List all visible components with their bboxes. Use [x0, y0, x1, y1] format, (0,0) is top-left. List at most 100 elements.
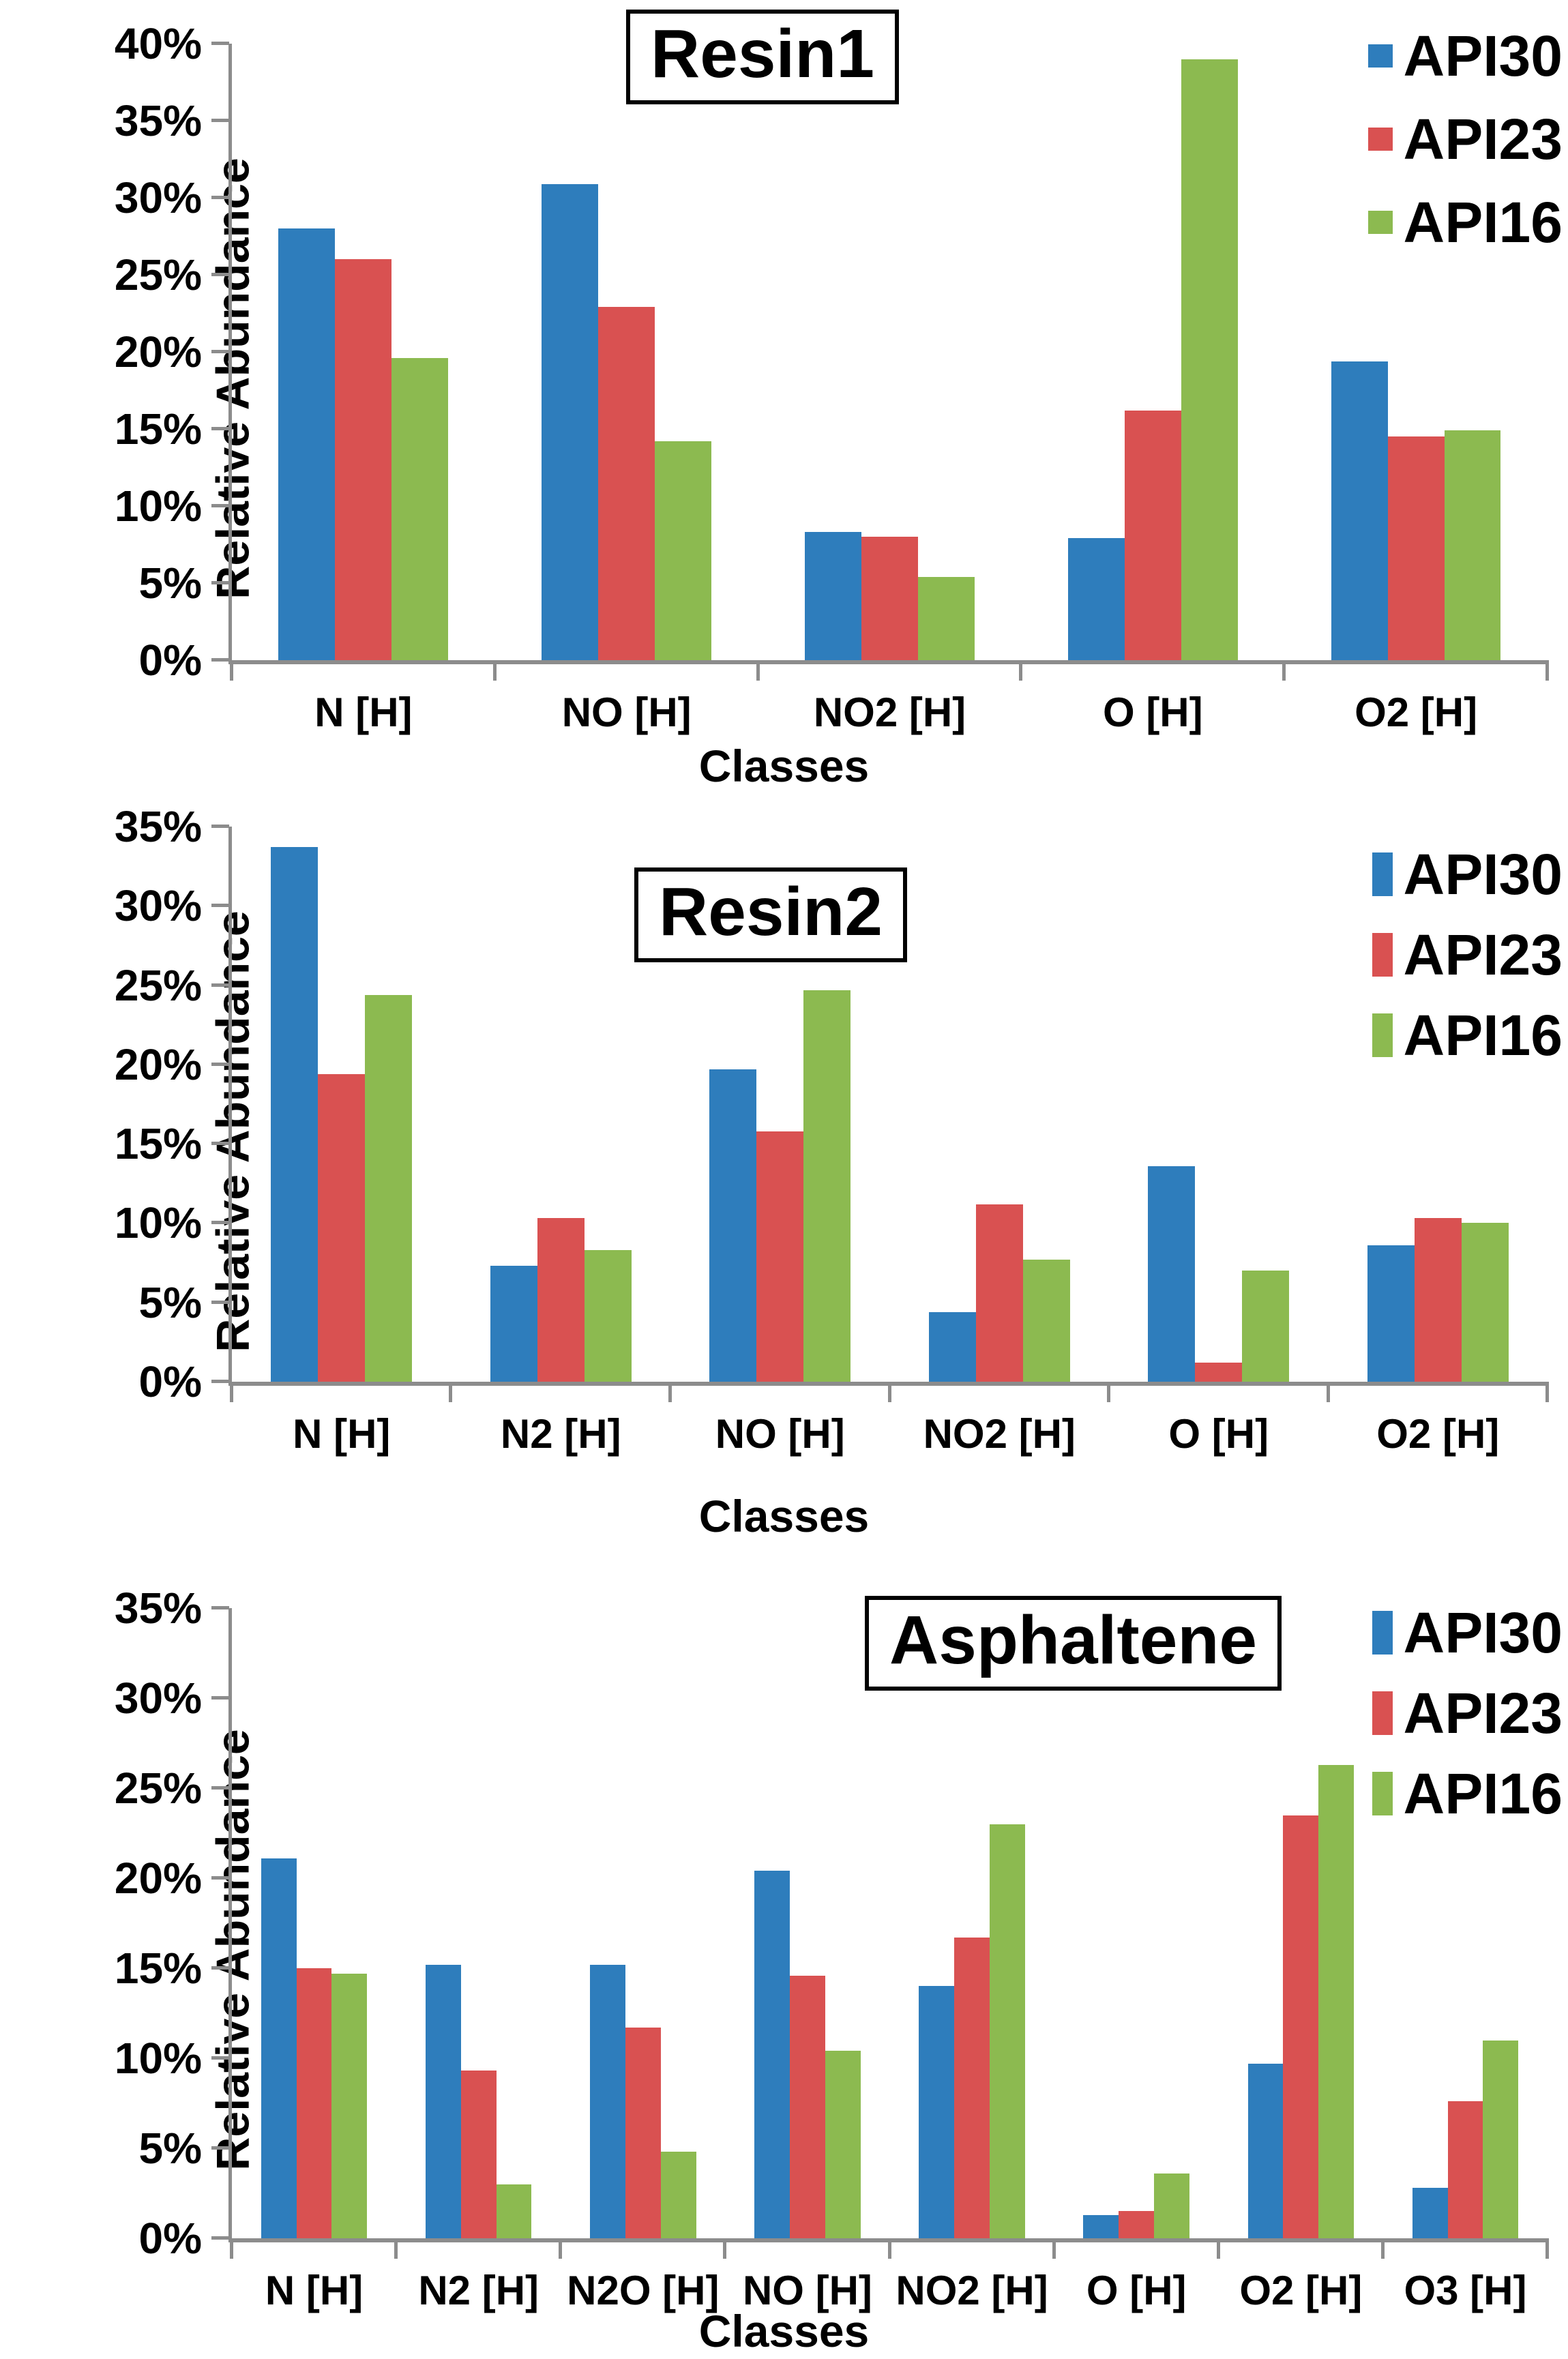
legend-label: API30 — [1403, 842, 1563, 906]
y-tick-label: 20% — [114, 327, 202, 376]
bar-api16-n-h — [391, 358, 449, 660]
bar-api30-o2-h — [1247, 2063, 1284, 2238]
y-tick-mark — [211, 350, 229, 353]
legend-swatch-icon — [1367, 44, 1393, 68]
x-tick-mark — [723, 2238, 727, 2259]
legend-item-api16: API16 — [1372, 1007, 1563, 1064]
legend-item-api30: API30 — [1372, 846, 1563, 903]
x-tick-label-n-h: N [H] — [293, 1411, 391, 1457]
legend-item-api23: API23 — [1372, 1685, 1563, 1742]
y-tick-mark — [211, 1300, 229, 1304]
y-tick-label: 15% — [114, 1944, 202, 1993]
bar-group-n2-h — [396, 1608, 561, 2238]
x-axis-title: Classes — [698, 741, 870, 791]
x-axis-title: Classes — [698, 1491, 870, 1541]
y-tick-label: 25% — [114, 1764, 202, 1813]
bar-group-no-h — [670, 827, 890, 1382]
bar-api30-n2-h — [425, 1964, 461, 2238]
x-tick-mark — [492, 660, 497, 681]
x-tick-label-n2-h: N2 [H] — [500, 1411, 621, 1457]
bar-api23-n-h — [335, 259, 392, 660]
x-tick-mark — [230, 2238, 233, 2259]
bar-group-no-h — [725, 1608, 889, 2238]
legend-item-api30: API30 — [1367, 24, 1563, 88]
bar-group-o2-h — [1329, 827, 1548, 1382]
bar-api16-no2-h — [989, 1824, 1025, 2238]
x-tick-mark — [887, 2238, 891, 2259]
y-tick-label: 25% — [114, 960, 202, 1010]
legend-label: API30 — [1403, 1601, 1563, 1665]
x-tick-mark — [230, 660, 233, 681]
x-tick-label-o2-h: O2 [H] — [1376, 1411, 1500, 1457]
x-tick-label-n-h: N [H] — [314, 689, 413, 735]
legend: API30 API23 API16 — [1372, 1604, 1563, 1822]
bar-api30-no2-h — [928, 1311, 976, 1382]
y-tick-label: 5% — [138, 1277, 203, 1327]
chart-title: Resin1 — [626, 10, 899, 104]
legend-swatch-icon — [1372, 852, 1393, 896]
chart-asphaltene: Relative Abundance 0% 5% 10% 15% 20% 25% 30% 35… — [0, 1555, 1568, 2359]
y-tick-mark — [211, 904, 229, 908]
y-tick-label: 10% — [114, 481, 202, 531]
y-tick-label: 20% — [114, 1854, 202, 1903]
bar-api16-n2o-h — [660, 2152, 696, 2238]
x-tick-label-o-h: O [H] — [1102, 689, 1203, 735]
y-tick-label: 35% — [114, 805, 202, 851]
legend-item-api23: API23 — [1372, 926, 1563, 983]
y-tick-label: 40% — [114, 19, 202, 68]
bar-api23-n2-h — [537, 1218, 585, 1382]
x-tick-label-no2-h: NO2 [H] — [813, 689, 966, 735]
bar-group-no2-h — [758, 44, 1022, 660]
legend-item-api16: API16 — [1372, 1765, 1563, 1822]
bar-group-o2-h — [1284, 44, 1548, 660]
bar-api30-n2o-h — [590, 1964, 625, 2238]
y-tick-mark — [211, 1606, 229, 1609]
legend-label: API16 — [1403, 1003, 1563, 1067]
legend-swatch-icon — [1372, 1772, 1393, 1815]
x-tick-label-o2-h: O2 [H] — [1355, 689, 1478, 735]
bar-api30-no-h — [709, 1069, 757, 1382]
x-tick-label-n2o-h: N2O [H] — [567, 2268, 720, 2313]
y-tick-label: 15% — [114, 1119, 202, 1169]
bar-group-n-h — [232, 1608, 396, 2238]
bar-api30-o2-h — [1331, 361, 1388, 660]
bar-api23-o2-h — [1283, 1815, 1319, 2238]
x-tick-label-o-h: O [H] — [1168, 1411, 1269, 1457]
y-tick-label: 35% — [114, 1584, 202, 1633]
bar-api30-o2-h — [1367, 1245, 1415, 1382]
legend-label: API30 — [1403, 24, 1563, 88]
y-tick-label: 20% — [114, 1039, 202, 1089]
bar-group-n-h — [232, 44, 495, 660]
bar-api30-o-h — [1148, 1166, 1196, 1382]
y-tick-label: 35% — [114, 96, 202, 145]
chart-resin2: Relative Abundance 0% 5% 10% 15% 20% 25% 30% 35… — [0, 805, 1568, 1555]
y-tick-mark — [211, 1876, 229, 1880]
bar-api30-n-h — [261, 1858, 297, 2238]
y-tick-label: 0% — [138, 2214, 203, 2263]
y-tick-mark — [211, 196, 229, 199]
bar-api16-no2-h — [1022, 1259, 1070, 1382]
bar-api16-o-h — [1242, 1271, 1290, 1382]
x-tick-mark — [1282, 660, 1286, 681]
legend-item-api16: API16 — [1367, 194, 1563, 251]
bar-api16-o2-h — [1318, 1764, 1355, 2238]
bar-api23-no-h — [756, 1131, 804, 1382]
bar-api30-no-h — [754, 1871, 790, 2238]
plot-area: 0% 5% 10% 15% 20% 25% 30% 35% 40% N [H] NO [H] NO2 … — [115, 22, 1549, 735]
y-tick-label: 0% — [138, 636, 203, 685]
y-tick-mark — [211, 427, 229, 430]
y-tick-label: 5% — [138, 559, 203, 608]
legend-item-api23: API23 — [1367, 110, 1563, 168]
y-tick-mark — [211, 1696, 229, 1700]
x-tick-label-no-h: NO [H] — [742, 2268, 872, 2313]
x-tick-mark — [668, 1382, 672, 1402]
bar-api16-n-h — [365, 994, 413, 1382]
bar-api16-no-h — [803, 990, 851, 1382]
chart-title: Resin2 — [634, 867, 907, 962]
x-tick-mark — [1545, 1382, 1549, 1402]
legend-swatch-icon — [1372, 933, 1393, 977]
y-tick-mark — [211, 983, 229, 987]
x-tick-mark — [1106, 1382, 1110, 1402]
y-tick-mark — [211, 504, 229, 507]
bar-api16-o-h — [1154, 2173, 1189, 2238]
